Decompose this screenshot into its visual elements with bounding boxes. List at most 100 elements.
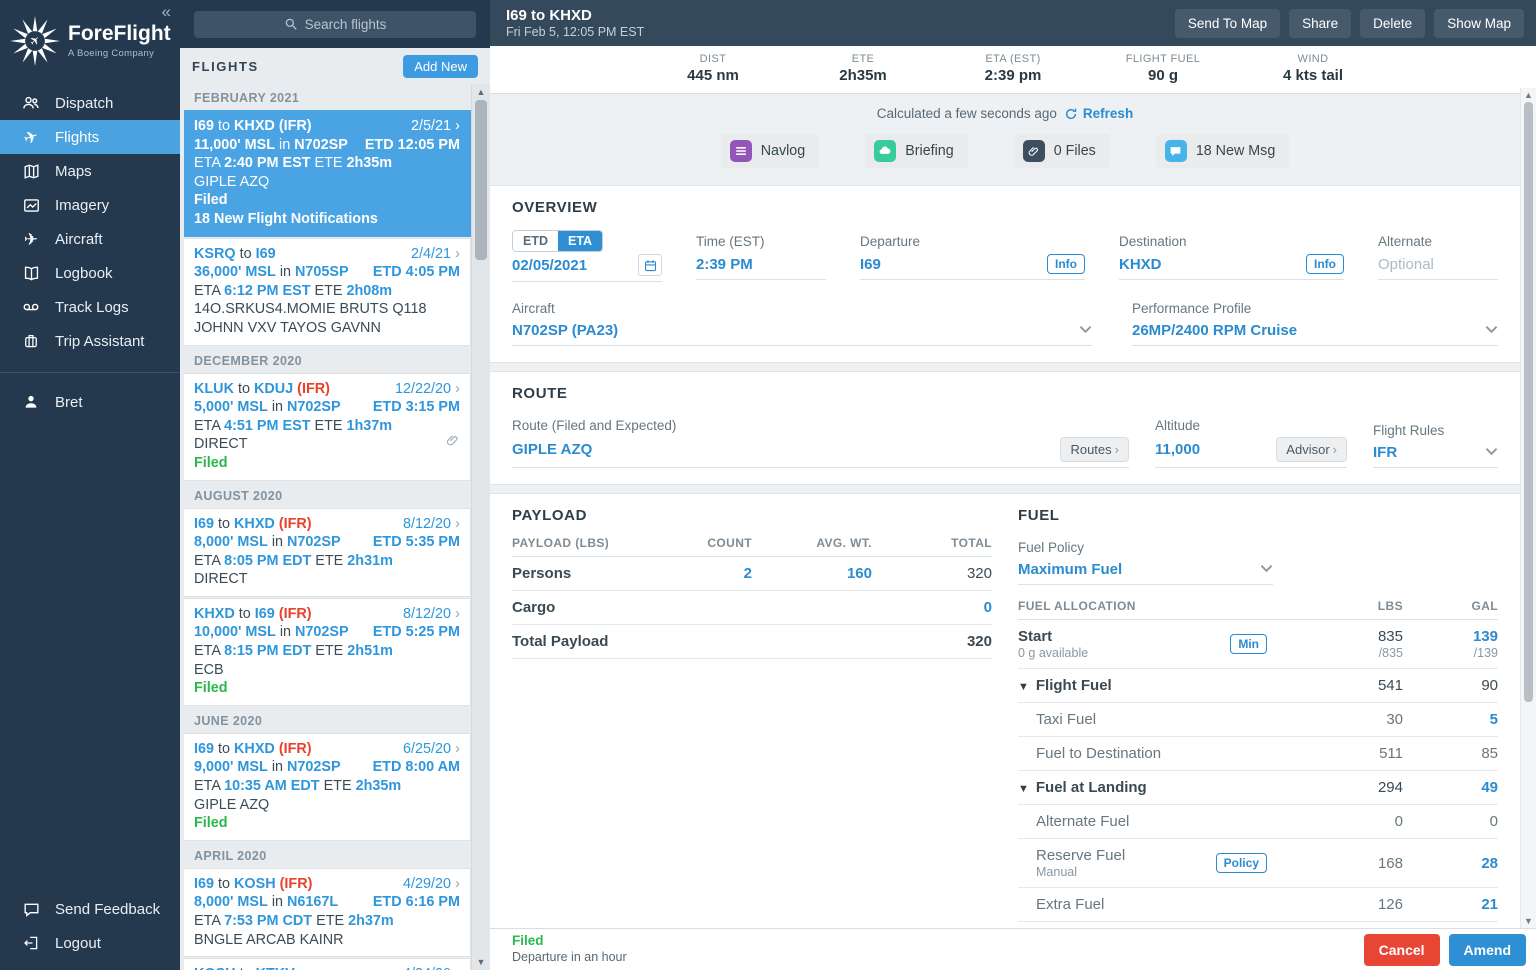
flight-card[interactable]: KHXD to I69 (IFR) 8/12/20 › 10,000' MSL in…: [184, 597, 471, 706]
sidebar-item-trip-assistant[interactable]: Trip Assistant: [0, 324, 180, 358]
taxi-fuel-gal[interactable]: 5: [1489, 711, 1498, 728]
sidebar-item-maps[interactable]: Maps: [0, 154, 180, 188]
logout-icon: [20, 933, 42, 953]
persons-count[interactable]: 2: [743, 565, 752, 582]
payload-row-cargo: Cargo 0: [512, 591, 992, 625]
flight-list: FEBRUARY 2021 I69 to KHXD (IFR) 2/5/21 › 1…: [184, 84, 471, 970]
overview-section: OVERVIEW ETD ETA 02/05/2021: [490, 185, 1520, 363]
detail-scrollbar[interactable]: ▲ ▼: [1520, 88, 1536, 928]
chevron-down-icon[interactable]: [1485, 321, 1498, 339]
scroll-down-icon[interactable]: ▼: [476, 957, 486, 967]
send-to-map-button[interactable]: Send To Map: [1174, 8, 1281, 38]
navlog-button[interactable]: Navlog: [720, 134, 820, 168]
scroll-up-icon[interactable]: ▲: [1524, 90, 1533, 100]
sidebar-item-imagery[interactable]: Imagery: [0, 188, 180, 222]
flight-list-scrollbar[interactable]: ▲ ▼: [471, 84, 490, 970]
brand-tagline: A Boeing Company: [68, 47, 155, 59]
collapse-triangle-icon[interactable]: ▼: [1018, 681, 1029, 693]
persons-avg-wt[interactable]: 160: [846, 565, 872, 582]
logbook-icon: [20, 263, 42, 283]
flight-rules-field: Flight Rules IFR: [1373, 419, 1498, 468]
refresh-label: Refresh: [1082, 106, 1134, 121]
sidebar-item-label: Trip Assistant: [55, 332, 145, 350]
chevron-down-icon[interactable]: [1260, 560, 1273, 578]
flight-card[interactable]: KOSH to KTKV4/24/20› 8,000' MSL in N6167…: [184, 958, 471, 970]
departure-value[interactable]: I69: [860, 255, 881, 273]
flight-card[interactable]: KLUK to KDUJ (IFR) 12/22/20 › 5,000' MSL i…: [184, 372, 471, 481]
min-button[interactable]: Min: [1230, 634, 1267, 654]
flight-card[interactable]: I69 to KHXD (IFR) 6/25/20 › 9,000' MSL in …: [184, 732, 471, 841]
destination-value[interactable]: KHXD: [1119, 255, 1162, 273]
show-map-button[interactable]: Show Map: [1434, 8, 1524, 38]
destination-field: Destination KHXD Info: [1119, 228, 1344, 282]
flight-card[interactable]: I69 to KHXD (IFR) 8/12/20 › 8,000' MSL in …: [184, 507, 471, 597]
trip-assistant-icon: [20, 331, 42, 351]
search-input[interactable]: Search flights: [194, 10, 476, 38]
share-button[interactable]: Share: [1289, 8, 1352, 38]
time-value[interactable]: 2:39 PM: [696, 255, 753, 273]
route-field: Route (Filed and Expected) GIPLE AZQ Rou…: [512, 414, 1129, 468]
scroll-up-icon[interactable]: ▲: [476, 87, 486, 97]
calendar-icon[interactable]: [638, 254, 662, 276]
send-feedback-button[interactable]: Send Feedback: [0, 892, 180, 926]
policy-button[interactable]: Policy: [1215, 853, 1267, 873]
scrollbar-thumb[interactable]: [475, 100, 487, 260]
fuel-policy-value[interactable]: Maximum Fuel: [1018, 560, 1123, 578]
sidebar-item-user[interactable]: Bret: [0, 385, 180, 419]
flight-card[interactable]: I69 to KOSH (IFR) 4/29/20 › 8,000' MSL in …: [184, 867, 471, 958]
flight-rules-value[interactable]: IFR: [1373, 443, 1398, 461]
delete-button[interactable]: Delete: [1360, 8, 1426, 38]
sidebar-item-aircraft[interactable]: ✈ Aircraft: [0, 222, 180, 256]
sidebar-collapse-icon[interactable]: «: [161, 2, 171, 21]
scrollbar-thumb[interactable]: [1524, 102, 1533, 702]
cancel-button[interactable]: Cancel: [1363, 933, 1440, 966]
flights-icon: ✈: [21, 125, 41, 149]
toggle-eta[interactable]: ETA: [558, 231, 603, 251]
departure-info-button[interactable]: Info: [1047, 254, 1085, 274]
new-msg-button[interactable]: 18 New Msg: [1155, 134, 1290, 168]
performance-profile-value[interactable]: 26MP/2400 RPM Cruise: [1132, 321, 1298, 339]
add-new-button[interactable]: Add New: [403, 54, 478, 78]
scroll-down-icon[interactable]: ▼: [1524, 916, 1533, 926]
extra-fuel-gal[interactable]: 21: [1481, 896, 1498, 913]
fuel-row-flight-fuel: ▼ Flight Fuel 541 90: [1018, 669, 1498, 703]
collapse-triangle-icon[interactable]: ▼: [1018, 783, 1029, 795]
routes-button[interactable]: Routes ›: [1060, 437, 1129, 462]
flight-card-selected[interactable]: I69 to KHXD (IFR) 2/5/21 › 11,000' MSL in …: [184, 110, 471, 237]
fuel-row-destination: Fuel to Destination 511 85: [1018, 737, 1498, 771]
advisor-button[interactable]: Advisor ›: [1276, 437, 1347, 462]
reserve-gal[interactable]: 28: [1481, 854, 1498, 872]
sidebar-item-track-logs[interactable]: Track Logs: [0, 290, 180, 324]
briefing-cloud-icon: [874, 140, 897, 162]
sidebar-item-dispatch[interactable]: Dispatch: [0, 86, 180, 120]
fuel-panel: FUEL Fuel Policy Maximum Fuel FUEL ALLOC…: [1018, 507, 1498, 922]
fuel-policy-field: Fuel Policy Maximum Fuel: [1018, 536, 1273, 585]
altitude-value[interactable]: 11,000: [1155, 441, 1201, 458]
amend-button[interactable]: Amend: [1448, 933, 1526, 966]
destination-info-button[interactable]: Info: [1306, 254, 1344, 274]
flight-card[interactable]: KSRQ to I69 2/4/21 › 36,000' MSL in N705SP…: [184, 237, 471, 346]
landing-gal[interactable]: 49: [1481, 779, 1498, 796]
alternate-placeholder[interactable]: Optional: [1378, 255, 1434, 273]
date-value[interactable]: 02/05/2021: [512, 256, 588, 274]
sidebar-nav: Dispatch ✈ Flights Maps Imagery ✈ Aircra…: [0, 86, 180, 419]
logout-button[interactable]: Logout: [0, 926, 180, 960]
calc-status-text: Calculated a few seconds ago: [876, 106, 1057, 121]
cargo-total[interactable]: 0: [983, 599, 992, 616]
feedback-icon: [20, 899, 42, 919]
dispatch-icon: [20, 93, 42, 113]
chevron-right-icon: ›: [455, 965, 460, 970]
briefing-button[interactable]: Briefing: [865, 134, 968, 168]
start-gal[interactable]: 139: [1472, 628, 1498, 645]
chevron-down-icon[interactable]: [1079, 321, 1092, 339]
toggle-etd[interactable]: ETD: [513, 231, 558, 251]
message-bubble-icon: [1164, 140, 1187, 162]
aircraft-value[interactable]: N702SP (PA23): [512, 321, 619, 339]
sidebar-item-logbook[interactable]: Logbook: [0, 256, 180, 290]
chevron-down-icon[interactable]: [1485, 443, 1498, 461]
route-value[interactable]: GIPLE AZQ: [512, 441, 593, 458]
sidebar-item-flights[interactable]: ✈ Flights: [0, 120, 180, 154]
time-field: Time (EST) 2:39 PM: [696, 228, 826, 282]
files-button[interactable]: 0 Files: [1013, 134, 1110, 168]
refresh-button[interactable]: Refresh: [1064, 106, 1133, 121]
